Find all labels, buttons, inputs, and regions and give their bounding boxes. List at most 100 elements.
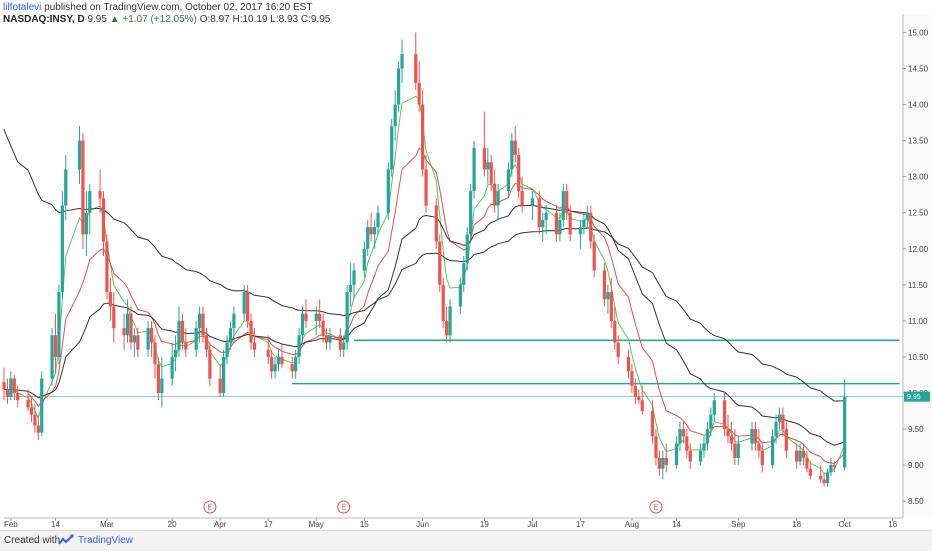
candle-body [784,429,788,451]
candle-body [297,335,301,357]
candle-body [300,313,305,336]
candle-body [400,54,404,69]
candle-body [777,414,782,422]
price-chart[interactable]: 15.00 14.50 14.00 13.50 13.00 12.50 12.00 11.50… [0,0,932,530]
candle-body [146,328,150,350]
candle-body [252,342,257,350]
candle-body [29,407,34,415]
symbol-label[interactable]: NASDAQ:INSY, D [3,14,85,25]
candle-body [280,356,284,365]
candle-body [482,147,486,170]
candle-body [60,205,64,293]
candle-body [101,198,106,242]
candle-body [630,371,634,386]
candle-body [64,169,68,206]
publish-info: published on TradingView.com, October 02… [44,2,313,13]
candle-body [513,140,517,156]
candle-body [729,436,734,444]
candle-body [438,241,442,285]
candle-body [554,212,559,235]
candle-body [493,183,497,206]
candle-body [232,313,236,329]
candle-body [465,234,469,264]
candle-body [396,68,401,105]
ema-slow-line [3,204,845,446]
earnings-label: E [654,505,659,512]
candle-body [736,443,740,458]
candle-body [640,400,644,412]
candle-body [537,198,541,228]
y-tick-label: 9.00 [908,461,924,470]
last-price-marker: 9.95 [904,391,930,402]
candle-body [153,342,157,365]
candle-body [798,450,802,462]
candle-body [98,191,102,199]
x-tick-label: Jun [416,520,429,529]
candle-body [270,356,274,372]
x-tick-label: Mar [100,520,114,529]
candle-body [2,382,6,390]
y-tick-label: 13.00 [908,173,929,182]
candle-body [808,468,812,476]
candle-body [53,335,58,357]
candle-body [194,328,198,350]
candle-body [613,320,617,343]
candle-body [129,313,133,343]
candle-body [510,140,514,170]
candle-body [657,457,661,469]
candle-body [558,219,562,235]
candle-body [698,450,703,462]
candle-body [517,155,521,192]
candle-body [318,313,322,321]
candle-body [156,364,161,394]
x-tick-label: May [309,520,324,529]
last-price-tag [904,391,930,402]
candle-body [342,342,346,350]
candle-body [414,54,418,83]
candle-body [469,191,473,235]
chart-header: lilfotalevi published on TradingView.com… [3,2,903,28]
x-tick-label: Oct [838,520,851,529]
candle-body [832,465,836,468]
candle-body [180,320,185,343]
candle-body [352,270,356,285]
candle-body [390,126,394,170]
candle-body [108,292,112,307]
tradingview-link[interactable]: TradingView [78,535,134,546]
candle-body [592,241,596,271]
candle-body [843,396,847,468]
tradingview-logo-icon [58,534,74,555]
candle-body [242,292,246,314]
earnings-marker [337,500,351,514]
candle-body [458,284,462,307]
candle-body [81,140,85,235]
candle-body [84,212,88,235]
ema-mid-line [27,147,846,465]
x-tick-label: 14 [51,520,60,529]
ema-long-line [3,129,845,402]
candle-body [726,429,730,437]
candle-body [345,292,349,343]
candles [2,32,847,487]
x-tick-label: Sep [731,520,746,529]
x-tick-label: 18 [792,520,801,529]
time-axis: Feb 14 Mar 20 Apr 17 May 15 Jun 19 Jul 17 Aug 14 Sep 18… [4,518,898,529]
candle-body [582,219,586,228]
y-tick-label: 15.00 [908,28,929,37]
candle-body [705,429,710,444]
candle-body [249,320,253,343]
candle-body [338,335,342,350]
candle-body [222,356,226,394]
moving-averages [3,95,846,474]
author-link[interactable]: lilfotalevi [3,2,42,13]
candle-body [304,313,308,321]
candle-body [266,349,270,357]
y-tick-label: 13.50 [908,137,929,146]
candle-body [246,292,250,321]
candle-body [678,429,682,444]
x-tick-label: Feb [4,520,18,529]
x-tick-label: 15 [360,520,369,529]
candle-body [606,292,610,300]
y-tick-label: 11.00 [908,317,928,326]
candle-body [184,342,188,350]
